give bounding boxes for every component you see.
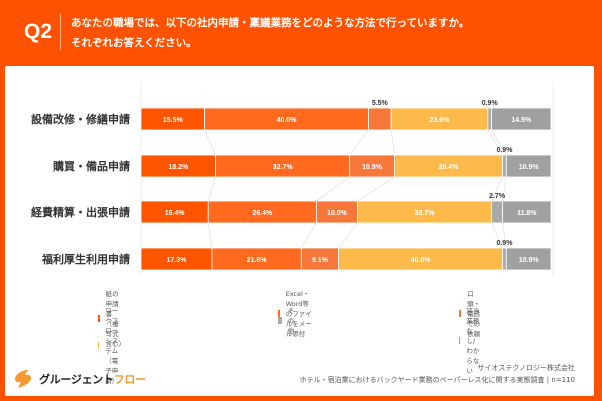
legend-label: Excel・Word等のファイルをメール添付 bbox=[285, 290, 312, 338]
bar-segment bbox=[505, 247, 552, 271]
brand-name-accent: フロー bbox=[113, 373, 146, 386]
legend-swatch bbox=[278, 309, 280, 317]
bar-segment bbox=[491, 200, 504, 224]
connector-line bbox=[357, 176, 395, 202]
legend-item: 口頭・電話での依頼 bbox=[459, 288, 485, 338]
legend-label: 口頭・電話での依頼 bbox=[467, 290, 481, 338]
brand-name-main: グルージェント bbox=[39, 373, 114, 386]
connector-line bbox=[301, 222, 317, 249]
bar-segment bbox=[502, 154, 507, 178]
brand-logo: グルージェントフロー bbox=[12, 369, 146, 389]
bar-segment bbox=[502, 200, 552, 224]
connector-line bbox=[491, 129, 507, 156]
bar-segment bbox=[502, 247, 507, 271]
data-label: 0.9% bbox=[496, 240, 513, 247]
data-label: 26.4% bbox=[439, 164, 460, 171]
bar-segment bbox=[368, 107, 392, 131]
brand-name: グルージェントフロー bbox=[39, 371, 146, 387]
legend-label: 紙の申請書（複写式含む） bbox=[105, 290, 126, 348]
data-label: 0.9% bbox=[496, 147, 513, 154]
bar-segment bbox=[487, 107, 492, 131]
legend-item: Excel・Word等のファイルをメール添付 bbox=[278, 288, 315, 338]
connector-line bbox=[338, 222, 358, 249]
footer-credits: サイオステクノロジー株式会社 ホテル・宿泊業におけるバックヤード業務のペーパーレ… bbox=[300, 362, 575, 386]
data-label: 16.4% bbox=[165, 210, 186, 217]
connector-line bbox=[502, 176, 507, 202]
data-label: 0.9% bbox=[482, 100, 499, 107]
legend-swatch bbox=[459, 309, 462, 317]
header-divider bbox=[60, 14, 61, 50]
data-label: 14.5% bbox=[511, 117, 532, 124]
legend-swatch bbox=[98, 341, 100, 349]
connector-line bbox=[207, 176, 216, 202]
legend-swatch bbox=[278, 316, 282, 324]
data-label: 40.0% bbox=[277, 117, 298, 124]
data-label: 17.3% bbox=[167, 257, 188, 264]
question-number: Q2 bbox=[24, 20, 53, 43]
connector-line bbox=[316, 176, 350, 202]
legend-item: ワークフローシステム（電子申請） bbox=[98, 305, 124, 385]
connector-line bbox=[349, 129, 369, 156]
legend-item: 該当業務なし/わからない bbox=[459, 305, 481, 375]
connector-line bbox=[491, 222, 503, 249]
header-band: Q2 あなたの職場では、以下の社内申請・稟議業務をどのような方法で行っていますか… bbox=[0, 0, 602, 66]
connector-line bbox=[207, 222, 213, 249]
data-label: 5.5% bbox=[372, 100, 389, 107]
category-label: 経費精算・出張申請 bbox=[31, 205, 130, 219]
category-label: 購買・備品申請 bbox=[52, 159, 130, 173]
data-label: 10.9% bbox=[362, 164, 383, 171]
legend-label: ワークフローシステム（電子申請） bbox=[105, 307, 119, 385]
legend-swatch bbox=[98, 314, 100, 322]
question-line-1: あなたの職場では、以下の社内申請・稟議業務をどのような方法で行っていますか。 bbox=[71, 17, 470, 29]
bar-segment bbox=[491, 107, 552, 131]
survey-info: ホテル・宿泊業におけるバックヤード業務のペーパーレス化に関する実態調査 | n=… bbox=[299, 376, 575, 384]
category-label: 設備改修・修繕申請 bbox=[31, 112, 130, 126]
data-label: 32.7% bbox=[273, 164, 294, 171]
data-label: 15.5% bbox=[163, 117, 184, 124]
data-label: 18.2% bbox=[168, 164, 189, 171]
connector-line bbox=[491, 176, 503, 202]
question-line-2: それぞれお答えください。 bbox=[71, 37, 197, 49]
category-label: 福利厚生利用申請 bbox=[41, 252, 130, 266]
data-label: 10.9% bbox=[519, 164, 540, 171]
legend-label: 該当業務なし/わからない bbox=[466, 307, 480, 375]
connector-line bbox=[487, 129, 503, 156]
company-name: サイオステクノロジー株式会社 bbox=[477, 364, 575, 372]
data-label: 26.4% bbox=[252, 210, 273, 217]
data-label: 40.0% bbox=[411, 257, 432, 264]
legend-item: その他 bbox=[278, 305, 298, 335]
data-label: 10.0% bbox=[327, 210, 348, 217]
question-text: あなたの職場では、以下の社内申請・稟議業務をどのような方法で行っていますか。 そ… bbox=[71, 13, 469, 53]
data-label: 11.8% bbox=[517, 210, 537, 217]
connector-line bbox=[502, 222, 507, 249]
legend-label: その他 bbox=[287, 307, 295, 335]
legend-swatch bbox=[459, 336, 461, 344]
connector-line bbox=[204, 129, 216, 156]
data-label: 21.8% bbox=[247, 257, 268, 264]
bar-segment bbox=[505, 154, 552, 178]
legend-item: 紙の申請書（複写式含む） bbox=[98, 288, 126, 348]
lightning-logo-icon bbox=[15, 370, 31, 388]
data-label: 9.1% bbox=[312, 257, 329, 264]
data-label: 23.6% bbox=[430, 117, 451, 124]
data-label: 32.7% bbox=[415, 210, 436, 217]
connector-line bbox=[390, 129, 395, 156]
data-label: 2.7% bbox=[489, 193, 506, 200]
data-label: 10.9% bbox=[519, 257, 540, 264]
